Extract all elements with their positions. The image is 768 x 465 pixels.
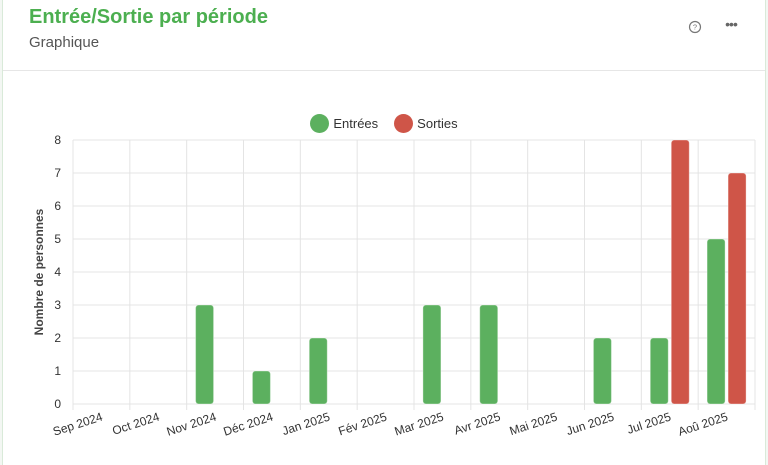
bar-entrées-2 (195, 304, 215, 405)
x-tick-label: Jul 2025 (625, 409, 673, 436)
x-tick-label: Jan 2025 (280, 409, 332, 438)
x-tick-label: Mar 2025 (393, 409, 446, 438)
x-tick-label: Nov 2024 (165, 409, 218, 438)
y-tick-label: 7 (54, 166, 61, 180)
y-tick-label: 5 (54, 232, 61, 246)
legend-swatch-entrees (310, 113, 330, 133)
x-tick-label: Mai 2025 (508, 409, 560, 438)
bar-sorties-11 (727, 172, 747, 405)
x-tick-label: Fév 2025 (337, 409, 389, 438)
bar-entrées-9 (592, 337, 612, 405)
legend-swatch-sorties (394, 113, 414, 133)
x-tick-label: Oct 2024 (111, 409, 162, 437)
bar-entrées-7 (479, 304, 499, 405)
x-tick-label: Avr 2025 (452, 409, 502, 437)
bar-sorties-10 (670, 139, 690, 405)
y-tick-label: 3 (54, 298, 61, 312)
x-tick-label: Aoû 2025 (676, 409, 730, 438)
card-header: Entrée/Sortie par période Graphique ? ••… (3, 0, 765, 71)
y-tick-label: 4 (54, 265, 61, 279)
legend-item-entrees[interactable]: Entrées (310, 113, 379, 133)
bar-entrées-6 (422, 304, 442, 405)
svg-text:?: ? (693, 23, 697, 32)
y-tick-label: 6 (54, 199, 61, 213)
x-tick-label: Déc 2024 (222, 409, 275, 438)
help-icon[interactable]: ? (687, 19, 703, 35)
chart-legend: Entrées Sorties (0, 112, 768, 134)
x-tick-label: Jun 2025 (565, 409, 617, 438)
card-subtitle: Graphique (29, 34, 100, 51)
bar-entrées-10 (649, 337, 669, 405)
legend-item-sorties[interactable]: Sorties (394, 113, 458, 133)
card-title: Entrée/Sortie par période (29, 6, 268, 28)
bar-entrées-11 (706, 238, 726, 405)
bar-entrées-3 (251, 370, 271, 405)
legend-label-sorties: Sorties (417, 115, 458, 131)
bar-entrées-4 (308, 337, 328, 405)
y-tick-label: 2 (54, 331, 61, 345)
y-tick-label: 8 (54, 133, 61, 147)
legend-label-entrees: Entrées (333, 115, 379, 131)
x-tick-label: Sep 2024 (51, 409, 105, 438)
y-tick-label: 1 (54, 364, 61, 378)
more-options-icon[interactable]: ••• (725, 16, 738, 32)
y-tick-label: 0 (54, 397, 61, 411)
y-axis-title: Nombre de personnes (32, 208, 46, 335)
